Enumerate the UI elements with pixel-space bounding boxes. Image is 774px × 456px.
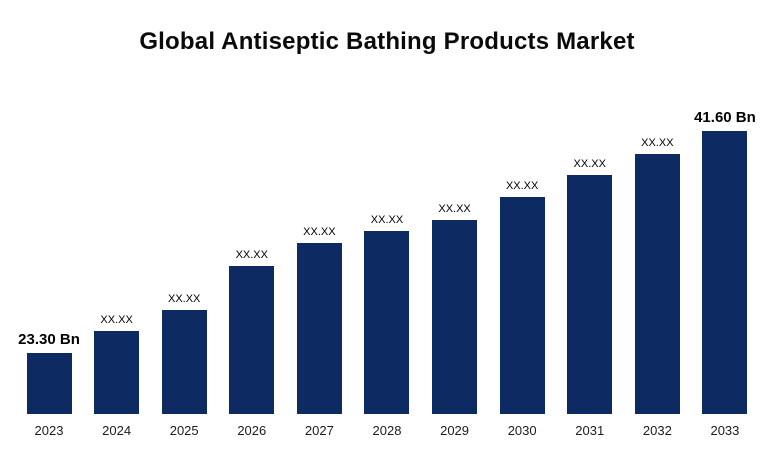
x-axis-label: 2028 <box>372 423 402 438</box>
bar-value-label: XX.XX <box>505 180 539 192</box>
x-axis-label: 2029 <box>440 423 470 438</box>
bar <box>634 154 680 414</box>
bar-value-label: XX.XX <box>167 293 201 305</box>
bar-group: XX.XX 2032 <box>632 137 682 438</box>
bar-group: 23.30 Bn 2023 <box>18 331 80 438</box>
bar <box>499 197 545 414</box>
bar <box>26 353 72 414</box>
x-axis-label: 2031 <box>575 423 605 438</box>
x-axis-label: 2024 <box>102 423 132 438</box>
bar-value-label: XX.XX <box>100 314 133 326</box>
x-axis-label: 2032 <box>642 423 672 438</box>
x-axis-label: 2030 <box>507 423 537 438</box>
bar-group: XX.XX 2030 <box>497 180 547 438</box>
bar <box>94 331 140 414</box>
bar <box>229 266 275 414</box>
bar-group: XX.XX 2025 <box>159 293 209 438</box>
x-axis-label: 2023 <box>34 423 64 438</box>
bar-chart: 23.30 Bn 2023 XX.XX 2024 XX.XX 2025 XX.XX 2026 X… <box>18 56 756 438</box>
bar-group: XX.XX 2024 <box>92 314 142 438</box>
bar-value-label: 23.30 Bn <box>18 331 80 348</box>
bar-value-label: XX.XX <box>370 214 404 226</box>
x-axis-label: 2027 <box>304 423 334 438</box>
x-axis-label: 2025 <box>169 423 199 438</box>
bar <box>702 131 748 414</box>
bar-value-label: XX.XX <box>438 203 471 215</box>
bar-value-label: XX.XX <box>303 226 336 238</box>
bar-value-label: XX.XX <box>235 249 268 261</box>
bar <box>296 243 342 414</box>
bar-group: 41.60 Bn 2033 <box>694 109 756 438</box>
x-axis-label: 2026 <box>237 423 267 438</box>
bar-group: XX.XX 2031 <box>565 158 615 438</box>
bar-value-label: XX.XX <box>641 137 674 149</box>
x-axis-label: 2033 <box>710 423 740 438</box>
bar <box>364 231 410 414</box>
bar-group: XX.XX 2027 <box>294 226 344 438</box>
bar <box>567 175 613 414</box>
bar-group: XX.XX 2028 <box>362 214 412 438</box>
bar-group: XX.XX 2029 <box>430 203 480 438</box>
chart-title: Global Antiseptic Bathing Products Marke… <box>139 28 635 55</box>
bar <box>432 220 478 414</box>
bar <box>161 310 207 414</box>
bar-value-label: 41.60 Bn <box>694 109 756 126</box>
bar-group: XX.XX 2026 <box>227 249 277 438</box>
bar-value-label: XX.XX <box>573 158 606 170</box>
